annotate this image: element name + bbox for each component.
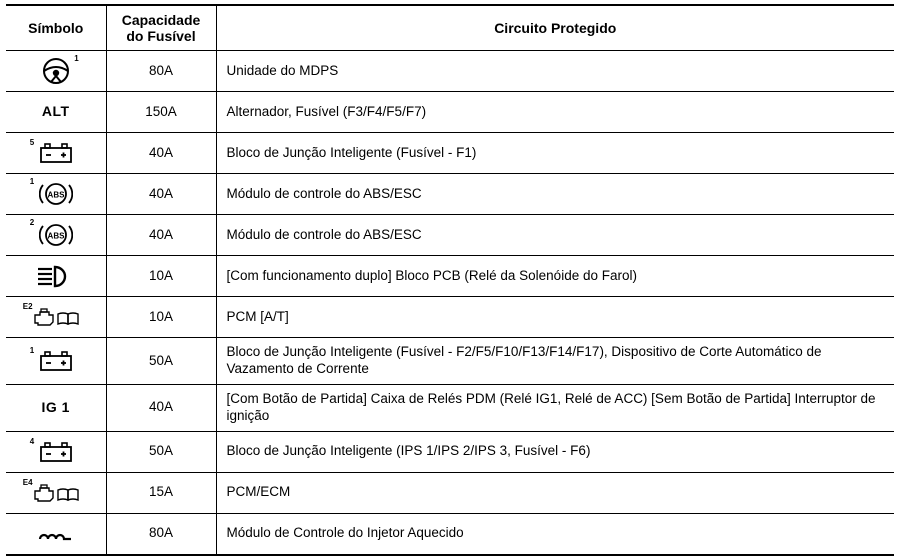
cell-symbol: 4 (6, 431, 106, 472)
cell-circuit: Módulo de Controle do Injetor Aquecido (216, 513, 894, 555)
cell-circuit: Unidade do MDPS (216, 51, 894, 92)
cell-symbol (6, 256, 106, 297)
table-row: E4 15APCM/ECM (6, 472, 894, 513)
col-header-circuit: Circuito Protegido (216, 5, 894, 51)
steering-icon: 1 (42, 57, 70, 85)
cell-capacity: 40A (106, 215, 216, 256)
cell-circuit: [Com funcionamento duplo] Bloco PCB (Rel… (216, 256, 894, 297)
cell-capacity: 40A (106, 174, 216, 215)
cell-circuit: PCM/ECM (216, 472, 894, 513)
symbol-superscript: 5 (30, 139, 34, 147)
cell-circuit: Bloco de Junção Inteligente (Fusível - F… (216, 133, 894, 174)
cell-capacity: 10A (106, 297, 216, 338)
symbol-text: ALT (42, 103, 70, 119)
table-row: 10A[Com funcionamento duplo] Bloco PCB (… (6, 256, 894, 297)
cell-capacity: 40A (106, 133, 216, 174)
coil-icon (37, 523, 75, 545)
symbol-superscript: 1 (30, 347, 34, 355)
symbol-superscript: E2 (23, 303, 33, 311)
symbol-superscript: 1 (74, 55, 78, 63)
cell-capacity: 40A (106, 384, 216, 431)
table-row: 5 40ABloco de Junção Inteligente (Fusível… (6, 133, 894, 174)
cell-symbol: E2 (6, 297, 106, 338)
cell-symbol: 1 (6, 338, 106, 385)
cell-symbol (6, 513, 106, 555)
cell-capacity: 50A (106, 431, 216, 472)
cell-symbol: 5 (6, 133, 106, 174)
symbol-superscript: 1 (30, 178, 34, 186)
cell-symbol: 1 (6, 51, 106, 92)
cell-symbol: E4 (6, 472, 106, 513)
cell-symbol: IG 1 (6, 384, 106, 431)
cell-capacity: 15A (106, 472, 216, 513)
cell-capacity: 150A (106, 92, 216, 133)
table-header-row: Símbolo Capacidadedo Fusível Circuito Pr… (6, 5, 894, 51)
table-row: 1 80AUnidade do MDPS (6, 51, 894, 92)
battery-icon: 1 (39, 349, 73, 373)
cell-capacity: 80A (106, 513, 216, 555)
col-header-capacity: Capacidadedo Fusível (106, 5, 216, 51)
battery-icon: 5 (39, 141, 73, 165)
symbol-superscript: E4 (23, 479, 33, 487)
table-row: 1 50ABloco de Junção Inteligente (Fusível… (6, 338, 894, 385)
symbol-text: IG 1 (42, 399, 70, 415)
battery-icon: 4 (39, 440, 73, 464)
cell-circuit: Bloco de Junção Inteligente (Fusível - F… (216, 338, 894, 385)
abs-icon: 1 (39, 180, 73, 208)
table-row: 1 40AMódulo de controle do ABS/ESC (6, 174, 894, 215)
cell-symbol: ALT (6, 92, 106, 133)
cell-circuit: Bloco de Junção Inteligente (IPS 1/IPS 2… (216, 431, 894, 472)
cell-circuit: Módulo de controle do ABS/ESC (216, 215, 894, 256)
cell-capacity: 50A (106, 338, 216, 385)
col-header-symbol: Símbolo (6, 5, 106, 51)
cell-symbol: 1 (6, 174, 106, 215)
cell-capacity: 10A (106, 256, 216, 297)
table-row: 2 40AMódulo de controle do ABS/ESC (6, 215, 894, 256)
cell-symbol: 2 (6, 215, 106, 256)
table-row: E2 10APCM [A/T] (6, 297, 894, 338)
table-row: IG 1 40A[Com Botão de Partida] Caixa de R… (6, 384, 894, 431)
table-row: ALT 150AAlternador, Fusível (F3/F4/F5/F7) (6, 92, 894, 133)
symbol-superscript: 2 (30, 219, 34, 227)
engine-book-icon: E4 (32, 481, 80, 505)
table-row: 80AMódulo de Controle do Injetor Aquecid… (6, 513, 894, 555)
cell-circuit: PCM [A/T] (216, 297, 894, 338)
cell-circuit: Alternador, Fusível (F3/F4/F5/F7) (216, 92, 894, 133)
headlamp-icon (36, 263, 76, 289)
engine-book-icon: E2 (32, 305, 80, 329)
fuse-table: Símbolo Capacidadedo Fusível Circuito Pr… (6, 4, 894, 556)
abs-icon: 2 (39, 221, 73, 249)
symbol-superscript: 4 (30, 438, 34, 446)
table-row: 4 50ABloco de Junção Inteligente (IPS 1/I… (6, 431, 894, 472)
cell-circuit: Módulo de controle do ABS/ESC (216, 174, 894, 215)
cell-circuit: [Com Botão de Partida] Caixa de Relés PD… (216, 384, 894, 431)
cell-capacity: 80A (106, 51, 216, 92)
